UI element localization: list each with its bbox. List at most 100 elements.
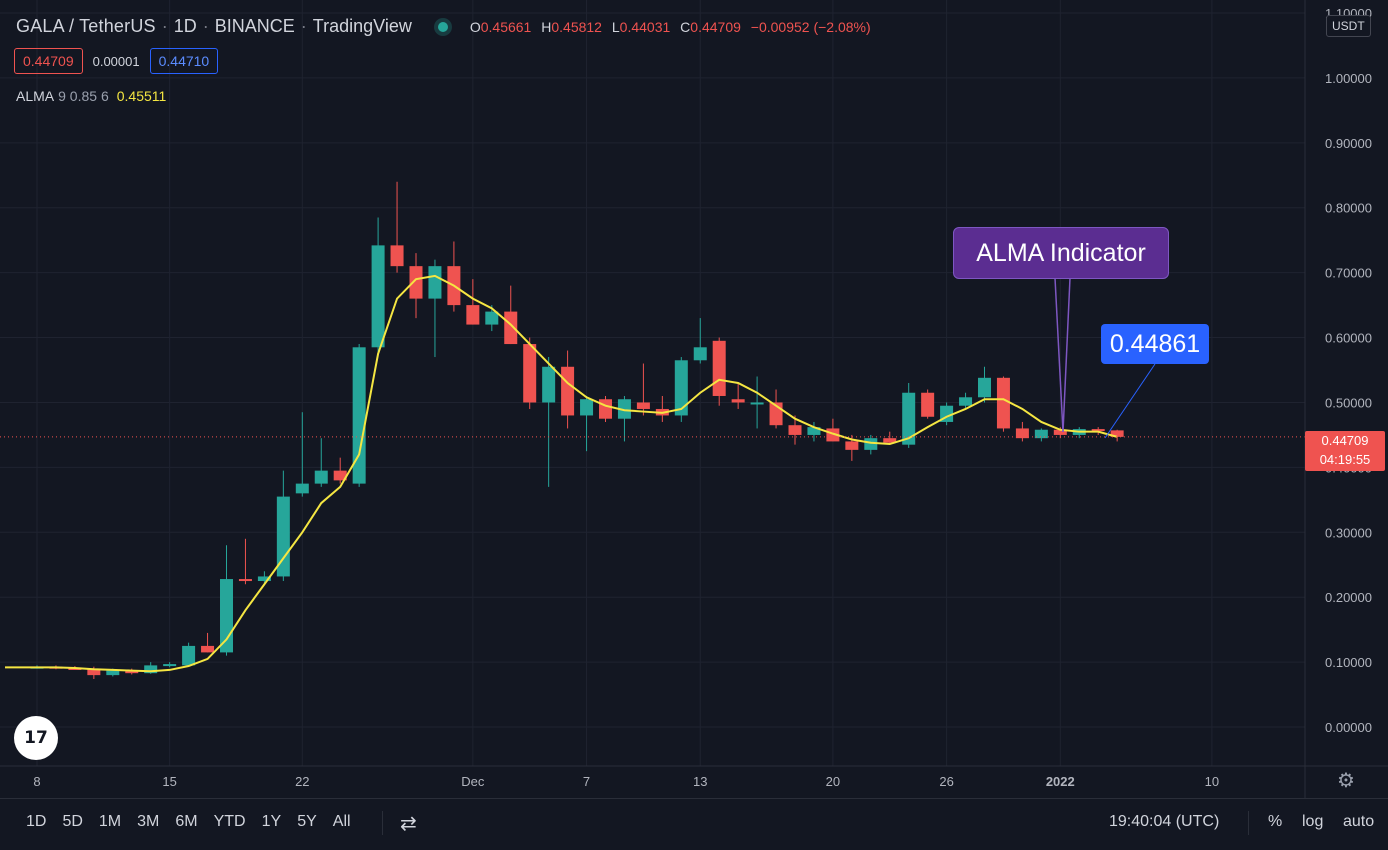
quote-row: 0.44709 0.00001 0.44710 [14, 48, 219, 74]
tradingview-logo[interactable]: 17 [14, 716, 58, 760]
candle-body[interactable] [845, 441, 859, 450]
candle-body[interactable] [959, 397, 973, 406]
x-tick-label: 26 [939, 774, 953, 789]
sell-price-button[interactable]: 0.44709 [14, 48, 83, 74]
candle-body[interactable] [87, 669, 101, 676]
goto-date-icon[interactable]: ⇄ [400, 813, 417, 835]
period-1d[interactable]: 1D [26, 813, 47, 830]
y-tick-label: 0.70000 [1325, 266, 1372, 281]
candle-body[interactable] [504, 311, 518, 345]
candle-body[interactable] [125, 670, 139, 674]
candle-body[interactable] [182, 645, 196, 666]
price-tag-pointer [1104, 363, 1156, 439]
period-6m[interactable]: 6M [175, 813, 198, 830]
indicator-params: 9 0.85 6 [58, 88, 109, 104]
candle-body[interactable] [238, 579, 252, 582]
separator: · [161, 16, 168, 36]
candle-body[interactable] [1091, 429, 1105, 432]
period-all[interactable]: All [332, 813, 351, 830]
high-value: 0.45812 [551, 18, 602, 35]
candle-body[interactable] [1034, 429, 1048, 439]
candle-body[interactable] [257, 576, 271, 581]
y-tick-label: 0.30000 [1325, 525, 1372, 540]
buy-price-button[interactable]: 0.44710 [149, 48, 219, 74]
period-3m[interactable]: 3M [137, 813, 160, 830]
candle-body[interactable] [978, 377, 991, 398]
candle-body[interactable] [1110, 430, 1124, 437]
candle-body[interactable] [1053, 429, 1067, 435]
percent-toggle[interactable]: % [1268, 813, 1283, 830]
y-tick-label: 0.60000 [1325, 331, 1372, 346]
candle-body[interactable] [921, 392, 935, 417]
candle-body[interactable] [599, 399, 612, 419]
indicator-legend[interactable]: ALMA 9 0.85 6 0.45511 [16, 88, 166, 104]
period-1m[interactable]: 1M [98, 813, 122, 830]
x-tick-label: 13 [693, 774, 707, 789]
candle-body[interactable] [523, 344, 537, 403]
candle-body[interactable] [864, 438, 878, 450]
candle-body[interactable] [163, 664, 177, 667]
candle-body[interactable] [712, 340, 726, 396]
bar-countdown: 04:19:55 [1319, 452, 1371, 467]
symbol-title[interactable]: GALA / TetherUS [16, 16, 156, 36]
clock[interactable]: 19:40:04 (UTC) [1109, 813, 1220, 830]
candle-body[interactable] [561, 366, 575, 416]
candle-body[interactable] [580, 399, 594, 416]
candle-body[interactable] [371, 245, 385, 348]
candle-body[interactable] [333, 470, 347, 481]
candle-body[interactable] [314, 470, 328, 484]
period-5d[interactable]: 5D [62, 813, 83, 830]
price-label-annotation[interactable]: 0.44861 [1101, 324, 1209, 364]
candle-body[interactable] [731, 399, 745, 403]
y-tick-label: 0.90000 [1325, 136, 1372, 151]
divider [1248, 811, 1249, 835]
candle-body[interactable] [390, 245, 404, 267]
exchange-label: BINANCE [214, 16, 295, 36]
period-5y[interactable]: 5Y [297, 813, 317, 830]
candle-body[interactable] [220, 579, 233, 653]
source-label: TradingView [312, 16, 412, 36]
period-ytd[interactable]: YTD [213, 813, 246, 830]
candle-body[interactable] [466, 305, 480, 325]
candle-body[interactable] [996, 377, 1010, 429]
candle-body[interactable] [201, 645, 215, 653]
log-toggle[interactable]: log [1302, 813, 1324, 830]
indicator-value: 0.45511 [116, 88, 167, 104]
candle-body[interactable] [144, 665, 158, 674]
candle-body[interactable] [409, 266, 423, 299]
interval-label[interactable]: 1D [173, 16, 197, 36]
currency-button[interactable]: USDT [1326, 15, 1371, 37]
candle-body[interactable] [902, 392, 916, 445]
close-label: C [680, 18, 691, 35]
candle-body[interactable] [276, 496, 290, 577]
candle-body[interactable] [1015, 428, 1029, 439]
period-1y[interactable]: 1Y [261, 813, 282, 830]
candle-body[interactable] [693, 347, 707, 361]
candle-body[interactable] [807, 427, 821, 435]
candle-body[interactable] [295, 483, 309, 494]
candle-body[interactable] [106, 670, 120, 676]
candle-body[interactable] [428, 266, 442, 299]
close-value: 0.44709 [690, 18, 741, 35]
candle-body[interactable] [485, 311, 499, 325]
x-tick-label: 20 [826, 774, 840, 789]
x-tick-label: 10 [1205, 774, 1219, 789]
candle-body[interactable] [750, 402, 764, 405]
candle-body[interactable] [352, 347, 366, 484]
market-status-icon[interactable] [437, 21, 448, 32]
candle-body[interactable] [636, 402, 650, 409]
gear-icon[interactable]: ⚙ [1337, 770, 1355, 792]
spread-value: 0.00001 [92, 53, 140, 69]
candle-body[interactable] [883, 438, 897, 443]
y-tick-label: 0.80000 [1325, 201, 1372, 216]
chart-header: GALA / TetherUS · 1D · BINANCE · Trading… [16, 16, 877, 37]
auto-toggle[interactable]: auto [1343, 813, 1375, 830]
alma-callout[interactable]: ALMA Indicator [953, 227, 1169, 279]
candle-body[interactable] [674, 360, 688, 416]
candle-body[interactable] [788, 425, 802, 435]
candle-body[interactable] [617, 399, 631, 419]
chart-grid [0, 0, 1305, 766]
candle-body[interactable] [542, 366, 556, 403]
separator: · [202, 16, 209, 36]
